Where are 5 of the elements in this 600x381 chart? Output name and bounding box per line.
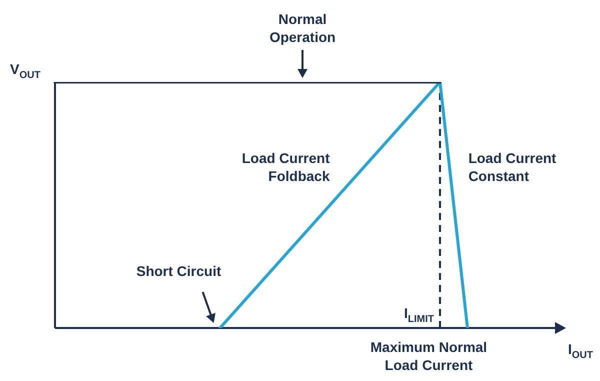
- annotation: Load Current Constant: [468, 150, 557, 184]
- annotation: Load Current Foldback: [242, 150, 330, 184]
- text: Maximum Normal Load Current: [370, 339, 488, 373]
- text: Normal Operation: [269, 11, 336, 45]
- annotation: Short Circuit: [136, 263, 222, 279]
